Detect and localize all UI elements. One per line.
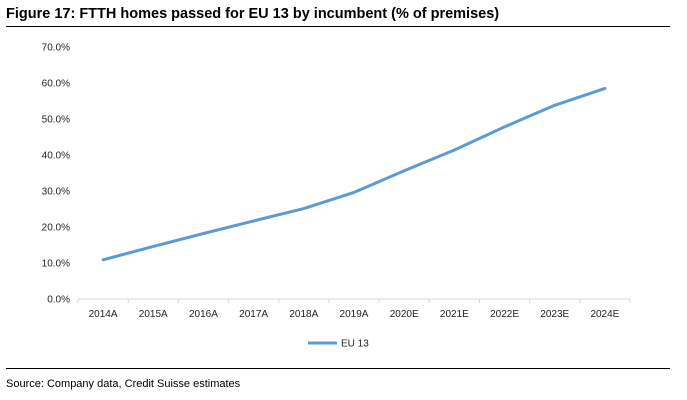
x-tick-label: 2020E — [390, 309, 419, 320]
x-tick-label: 2022E — [490, 309, 519, 320]
x-tick-label: 2023E — [540, 309, 569, 320]
title-rule — [6, 26, 670, 27]
x-tick-label: 2024E — [590, 309, 619, 320]
y-tick-label: 60.0% — [42, 79, 70, 90]
x-tick-label: 2017A — [239, 309, 268, 320]
y-tick-label: 30.0% — [42, 187, 70, 198]
x-axis-ticks: 2014A 2015A 2016A 2017A 2018A 2019A 2020E 2021E… — [77, 299, 631, 320]
figure-title: Figure 17: FTTH homes passed for EU 13 b… — [6, 6, 500, 22]
x-tick-label: 2015A — [139, 309, 168, 320]
y-tick-label: 20.0% — [42, 223, 70, 234]
x-tick-label: 2016A — [189, 309, 218, 320]
x-tick-label: 2018A — [289, 309, 318, 320]
y-tick-label: 50.0% — [42, 115, 70, 126]
x-tick-label: 2014A — [89, 309, 118, 320]
source-note: Source: Company data, Credit Suisse esti… — [6, 378, 241, 390]
x-tick-label: 2021E — [440, 309, 469, 320]
series-line — [101, 86, 607, 262]
legend-label: EU 13 — [341, 339, 369, 350]
x-tick-label: 2019A — [340, 309, 369, 320]
source-rule — [6, 368, 670, 369]
y-tick-label: 40.0% — [42, 151, 70, 162]
y-tick-label: 70.0% — [42, 43, 70, 54]
y-tick-label: 0.0% — [47, 295, 70, 306]
legend: EU 13 — [308, 339, 369, 350]
y-tick-label: 10.0% — [42, 259, 70, 270]
series-layer — [101, 86, 607, 262]
y-axis-ticks: 0.0% 10.0% 20.0% 30.0% 40.0% 50.0% 60.0% 70.0% — [42, 43, 70, 306]
